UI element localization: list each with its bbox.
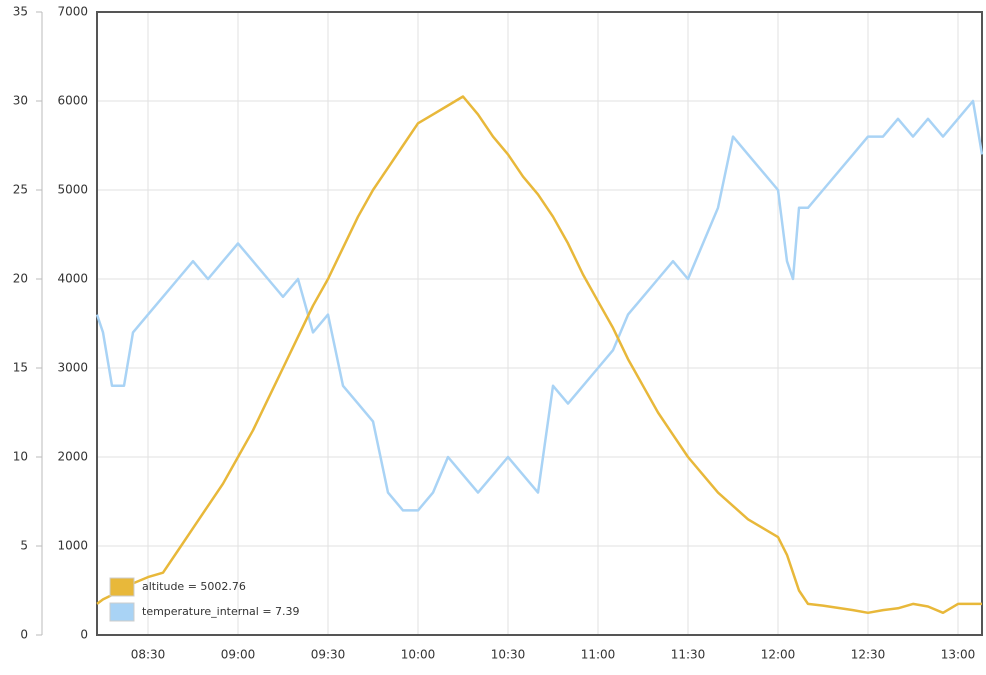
x-tick-label: 09:00 xyxy=(221,648,256,662)
legend-label: temperature_internal = 7.39 xyxy=(142,605,300,618)
y-tick-label: 15 xyxy=(13,361,28,375)
y2-tick-label: 4000 xyxy=(57,272,88,286)
x-tick-label: 10:00 xyxy=(401,648,436,662)
y-tick-label: 35 xyxy=(13,5,28,19)
y2-tick-label: 5000 xyxy=(57,183,88,197)
legend-swatch xyxy=(109,577,135,597)
y-tick-label: 20 xyxy=(13,272,28,286)
x-tick-label: 12:00 xyxy=(761,648,796,662)
y2-tick-label: 1000 xyxy=(57,539,88,553)
x-tick-label: 11:30 xyxy=(671,648,706,662)
legend-label: altitude = 5002.76 xyxy=(142,580,246,593)
x-tick-label: 10:30 xyxy=(491,648,526,662)
series-line xyxy=(96,95,982,615)
x-tick-label: 08:30 xyxy=(131,648,166,662)
y2-tick-label: 2000 xyxy=(57,450,88,464)
y-tick-label: 10 xyxy=(13,450,28,464)
y-tick-label: 0 xyxy=(20,628,28,642)
y-tick-label: 30 xyxy=(13,94,28,108)
y2-tick-label: 6000 xyxy=(57,94,88,108)
legend-swatch xyxy=(109,602,135,622)
x-tick-label: 09:30 xyxy=(311,648,346,662)
grid-layer xyxy=(97,11,982,636)
y-tick-label: 5 xyxy=(20,539,28,553)
series-line xyxy=(95,99,984,512)
x-tick-label: 13:00 xyxy=(941,648,976,662)
y2-tick-label: 0 xyxy=(80,628,88,642)
y-tick-label: 25 xyxy=(13,183,28,197)
plot-frame xyxy=(96,11,983,636)
y2-tick-label: 7000 xyxy=(57,5,88,19)
y2-tick-label: 3000 xyxy=(57,361,88,375)
x-tick-label: 12:30 xyxy=(851,648,886,662)
x-tick-label: 11:00 xyxy=(581,648,616,662)
